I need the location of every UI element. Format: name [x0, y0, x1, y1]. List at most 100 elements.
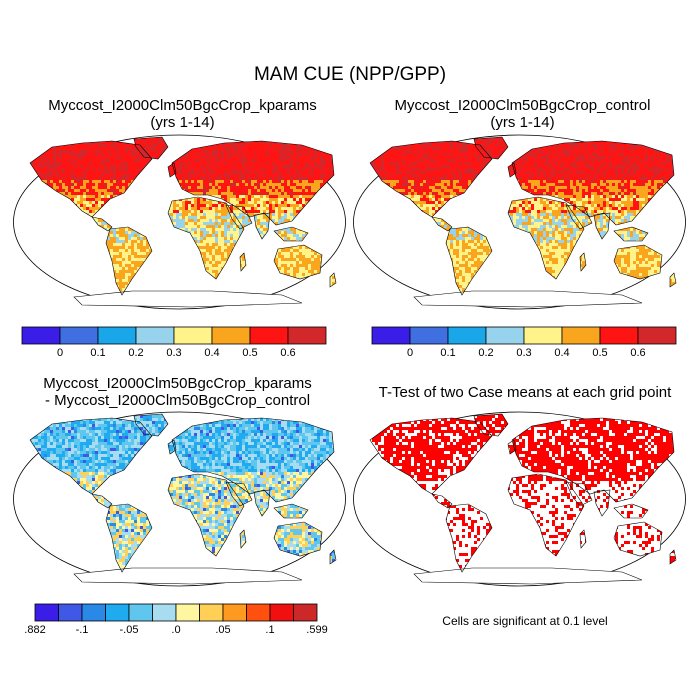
- coastline-north-america: [369, 140, 493, 218]
- coastline-south-america: [105, 226, 153, 296]
- colorbar-difference-tick-label: .05: [203, 624, 243, 636]
- coastline-antarctica: [73, 567, 303, 585]
- coastline-new-zealand: [329, 549, 337, 565]
- colorbar-control: [371, 326, 677, 345]
- colorbar-kparams-tick-label: 0: [40, 347, 80, 359]
- coastline-india: [253, 489, 271, 517]
- colorbar-kparams-swatch: [173, 326, 213, 345]
- map-ttest: [353, 411, 686, 587]
- coastline-greenland: [133, 136, 169, 160]
- colorbar-control-swatch: [637, 326, 677, 345]
- coastline-arabia: [225, 204, 253, 230]
- panel-title-difference-line1: Myccost_I2000Clm50BgcCrop_kparams: [5, 375, 350, 392]
- colorbar-kparams-swatch: [287, 326, 327, 345]
- coastline-uk: [167, 162, 177, 178]
- coastline-india: [253, 212, 271, 240]
- colorbar-control-tick-label: 0.5: [580, 347, 620, 359]
- coastline-antarctica: [413, 290, 643, 308]
- colorbar-control-swatch: [561, 326, 601, 345]
- colorbar-control-tick-label: 0.3: [504, 347, 544, 359]
- colorbar-kparams-swatch: [249, 326, 289, 345]
- panel-title-kparams-line1: Myccost_I2000Clm50BgcCrop_kparams: [15, 97, 350, 114]
- colorbar-control-swatch: [447, 326, 487, 345]
- colorbar-kparams-swatch: [135, 326, 175, 345]
- coastline-australia: [273, 521, 323, 557]
- panel-title-kparams: Myccost_I2000Clm50BgcCrop_kparams (yrs 1…: [15, 97, 350, 131]
- coastline-arabia: [565, 204, 593, 230]
- colorbar-difference-swatch: [81, 603, 106, 622]
- colorbar-kparams: [21, 326, 327, 345]
- colorbar-kparams-tick-label: 0.6: [268, 347, 308, 359]
- coastline-sumatra-borneo: [613, 503, 649, 519]
- coastline-sumatra-borneo: [613, 226, 649, 242]
- coastline-arabia: [565, 481, 593, 507]
- coastline-new-zealand: [329, 272, 337, 288]
- colorbar-difference-tick-label: .599: [297, 624, 337, 636]
- colorbar-difference-swatch: [222, 603, 247, 622]
- coastline-greenland: [133, 413, 169, 437]
- colorbar-kparams-swatch: [211, 326, 251, 345]
- colorbar-control-swatch: [485, 326, 525, 345]
- coastline-south-america: [105, 503, 153, 573]
- figure-title: MAM CUE (NPP/GPP): [0, 64, 700, 86]
- colorbar-control-swatch: [371, 326, 411, 345]
- coastline-greenland: [473, 136, 509, 160]
- coastline-uk: [507, 439, 517, 455]
- map-control: [353, 134, 686, 310]
- significance-note: Cells are significant at 0.1 level: [400, 614, 650, 628]
- colorbar-kparams-tick-label: 0.2: [116, 347, 156, 359]
- coastline-eurasia: [511, 417, 675, 503]
- coastline-greenland: [473, 413, 509, 437]
- coastline-south-america: [445, 503, 493, 573]
- panel-title-control-line1: Myccost_I2000Clm50BgcCrop_control: [355, 97, 690, 114]
- colorbar-difference-swatch: [269, 603, 294, 622]
- coastline-uk: [167, 439, 177, 455]
- colorbar-control-swatch: [409, 326, 449, 345]
- coastline-north-america: [369, 417, 493, 495]
- colorbar-difference-labels: .882 -.1 -.05.0.05.1.599: [24, 624, 327, 638]
- colorbar-kparams-swatch: [97, 326, 137, 345]
- coastline-australia: [613, 244, 663, 280]
- panel-title-difference: Myccost_I2000Clm50BgcCrop_kparams - Mycc…: [5, 375, 350, 409]
- coastline-north-america: [29, 417, 153, 495]
- coastline-madagascar: [239, 529, 247, 549]
- colorbar-difference-tick-label: -.1: [62, 624, 102, 636]
- coastline-eurasia: [511, 140, 675, 226]
- coastline-australia: [273, 244, 323, 280]
- map-difference: [13, 411, 346, 587]
- coastline-madagascar: [579, 252, 587, 272]
- colorbar-kparams-tick-label: 0.4: [192, 347, 232, 359]
- colorbar-difference-tick-label: .0: [156, 624, 196, 636]
- colorbar-kparams-swatch: [59, 326, 99, 345]
- coastline-eurasia: [171, 140, 335, 226]
- colorbar-difference-swatch: [175, 603, 200, 622]
- panel-title-difference-line2: - Myccost_I2000Clm50BgcCrop_control: [5, 392, 350, 409]
- coastline-antarctica: [413, 567, 643, 585]
- coastline-madagascar: [239, 252, 247, 272]
- panel-title-kparams-line2: (yrs 1-14): [15, 114, 350, 131]
- colorbar-difference-tick-label: .882: [15, 624, 55, 636]
- coastline-new-zealand: [669, 549, 677, 565]
- panel-title-control-line2: (yrs 1-14): [355, 114, 690, 131]
- panel-title-control: Myccost_I2000Clm50BgcCrop_control (yrs 1…: [355, 97, 690, 131]
- colorbar-difference-swatch: [105, 603, 130, 622]
- coastline-india: [593, 489, 611, 517]
- coastline-uk: [507, 162, 517, 178]
- colorbar-control-tick-label: 0.2: [466, 347, 506, 359]
- colorbar-difference-swatch: [246, 603, 271, 622]
- colorbar-control-swatch: [523, 326, 563, 345]
- coastline-eurasia: [171, 417, 335, 503]
- panel-title-ttest: T-Test of two Case means at each grid po…: [355, 384, 695, 401]
- colorbar-difference-swatch: [152, 603, 177, 622]
- colorbar-difference-swatch: [293, 603, 318, 622]
- colorbar-control-tick-label: 0.4: [542, 347, 582, 359]
- colorbar-difference-tick-label: .1: [250, 624, 290, 636]
- coastline-arabia: [225, 481, 253, 507]
- colorbar-kparams-labels: 0 0.1 0.2 0.3 0.4 0.5 0.6: [22, 347, 326, 361]
- coastline-north-america: [29, 140, 153, 218]
- coastline-india: [593, 212, 611, 240]
- coastline-madagascar: [579, 529, 587, 549]
- colorbar-kparams-tick-label: 0.3: [154, 347, 194, 359]
- panel-title-ttest-line1: T-Test of two Case means at each grid po…: [355, 384, 695, 401]
- colorbar-kparams-tick-label: 0.5: [230, 347, 270, 359]
